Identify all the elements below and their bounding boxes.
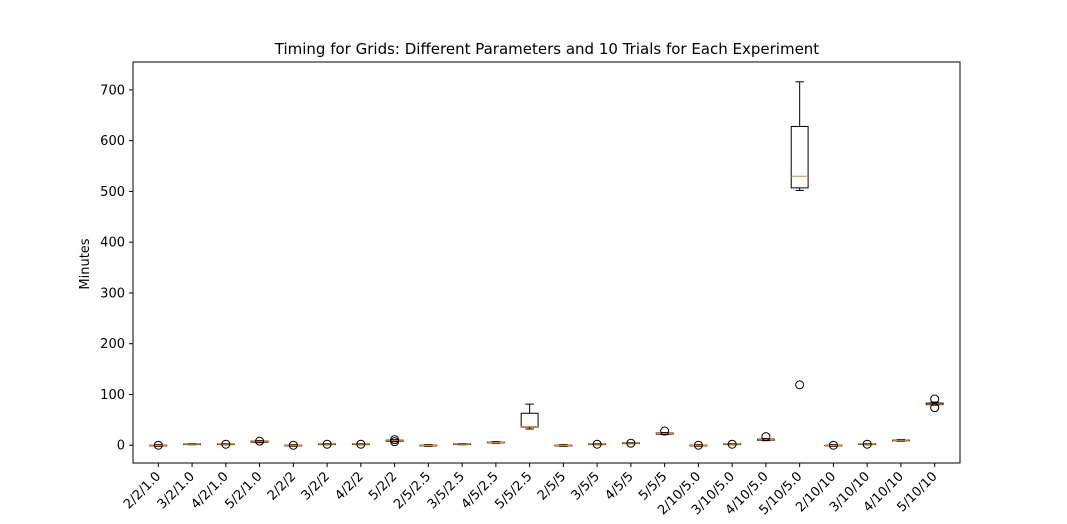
outlier-point	[592, 439, 602, 449]
outlier-point	[221, 439, 231, 449]
outlier-point	[322, 439, 332, 449]
chart-title: Timing for Grids: Different Parameters a…	[274, 40, 820, 58]
outlier-point	[626, 438, 636, 448]
outlier-point	[153, 440, 163, 450]
outlier-point	[862, 439, 872, 449]
outlier-point	[828, 440, 838, 450]
outlier-point	[930, 403, 940, 413]
y-axis-label: Minutes	[78, 238, 93, 289]
y-tick-label: 300	[100, 286, 125, 301]
y-tick-label: 200	[100, 337, 125, 352]
y-tick-label: 400	[100, 236, 125, 251]
outlier-point	[761, 432, 771, 442]
box	[520, 412, 539, 428]
box	[790, 125, 809, 189]
outlier-point	[795, 380, 805, 390]
outlier-point	[390, 435, 400, 445]
outlier-point	[356, 439, 366, 449]
outlier-point	[660, 426, 670, 436]
outlier-point	[288, 440, 298, 450]
axes-frame	[132, 61, 961, 464]
y-tick-label: 0	[117, 439, 125, 454]
outlier-point	[693, 440, 703, 450]
outlier-point	[255, 436, 265, 446]
outlier-point	[727, 439, 737, 449]
y-tick-label: 100	[100, 388, 125, 403]
y-tick-label: 700	[100, 83, 125, 98]
y-tick-label: 500	[100, 185, 125, 200]
y-tick-label: 600	[100, 134, 125, 149]
outlier-point	[930, 394, 940, 404]
